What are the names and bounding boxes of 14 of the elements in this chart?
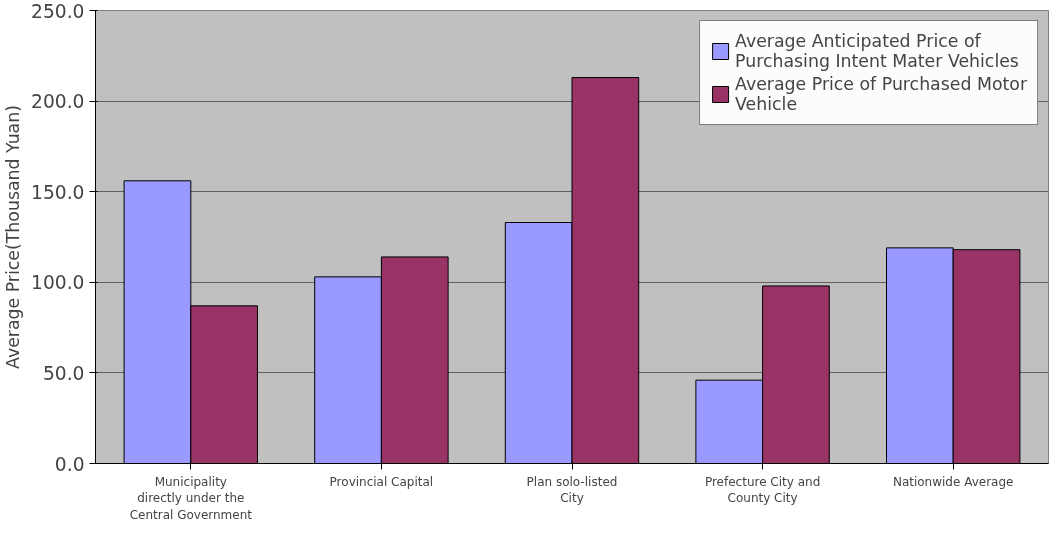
y-tick-label: 100.0 <box>31 272 85 294</box>
y-axis-title: Average Price(Thousand Yuan) <box>3 105 24 369</box>
y-tick-label: 0.0 <box>54 453 85 475</box>
x-tick-label: Prefecture City and County City <box>704 474 821 506</box>
x-tick-label: Provincial Capital <box>329 474 434 489</box>
y-tick-label: 250.0 <box>31 0 85 22</box>
x-tick-label: Nationwide Average <box>892 474 1014 489</box>
legend-label: Average Price of Purchased Motor Vehicle <box>735 74 1027 114</box>
y-tick-label: 150.0 <box>31 181 85 203</box>
y-tick-label: 200.0 <box>31 91 85 113</box>
x-tick-label: Municipality directly under the Central Government <box>129 474 253 523</box>
x-tick-label: Plan solo-listed City <box>526 474 618 506</box>
y-tick-label: 50.0 <box>42 362 85 384</box>
legend-label: Average Anticipated Price of Purchasing Intent Mater Vehicles <box>735 31 1019 71</box>
